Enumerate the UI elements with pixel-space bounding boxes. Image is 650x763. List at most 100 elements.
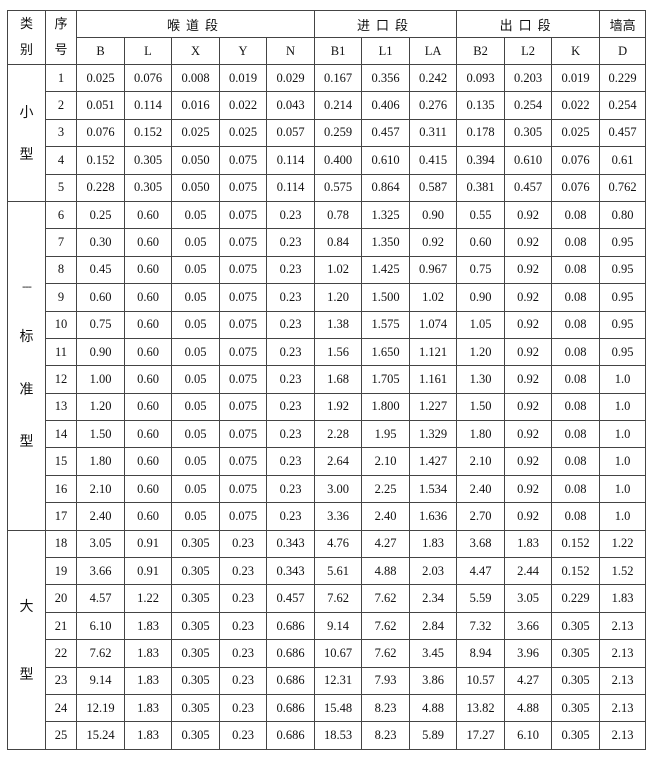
value-cell: 1.074 bbox=[409, 310, 458, 339]
value-cell: 0.08 bbox=[551, 392, 601, 422]
value-cell: 0.019 bbox=[219, 63, 267, 93]
value-cell: 0.864 bbox=[361, 173, 411, 202]
value-cell: 0.60 bbox=[124, 228, 172, 257]
value-cell: 0.05 bbox=[171, 392, 220, 422]
value-cell: 0.305 bbox=[551, 721, 601, 750]
value-cell: 0.305 bbox=[171, 693, 220, 723]
value-cell: 0.95 bbox=[599, 228, 647, 257]
value-cell: 0.114 bbox=[124, 91, 172, 120]
value-cell: 0.043 bbox=[265, 91, 316, 120]
value-cell: 0.23 bbox=[265, 392, 316, 422]
value-cell: 0.05 bbox=[171, 255, 220, 285]
value-cell: 0.95 bbox=[599, 337, 647, 367]
value-cell: 4.88 bbox=[409, 693, 458, 723]
value-cell: 3.96 bbox=[504, 639, 553, 668]
value-cell: 1.121 bbox=[409, 337, 458, 367]
value-cell: 0.95 bbox=[599, 283, 647, 312]
row-index-cell: 7 bbox=[45, 228, 77, 257]
value-cell: 0.05 bbox=[171, 337, 220, 367]
value-cell: 1.83 bbox=[124, 611, 172, 641]
value-cell: 15.24 bbox=[76, 721, 125, 750]
value-cell: 0.80 bbox=[599, 200, 647, 230]
value-cell: 4.47 bbox=[456, 557, 506, 586]
value-cell: 1.83 bbox=[409, 529, 458, 559]
value-cell: 0.05 bbox=[171, 283, 220, 312]
table-body: 小型 1 0.025 0.076 0.008 0.019 0.029 0.167 0.356 0.… bbox=[7, 63, 647, 750]
column-header: Y bbox=[219, 37, 267, 65]
value-cell: 0.60 bbox=[124, 365, 172, 394]
value-cell: 2.03 bbox=[409, 557, 458, 586]
value-cell: 1.00 bbox=[76, 365, 125, 394]
value-cell: 0.075 bbox=[219, 283, 267, 312]
value-cell: 0.305 bbox=[551, 639, 601, 668]
value-cell: 0.114 bbox=[265, 173, 316, 202]
value-cell: 0.60 bbox=[456, 228, 506, 257]
value-cell: 8.94 bbox=[456, 639, 506, 668]
value-cell: 4.27 bbox=[504, 666, 553, 695]
value-cell: 0.406 bbox=[361, 91, 411, 120]
value-cell: 0.025 bbox=[76, 63, 125, 93]
table-row: 4 0.152 0.305 0.050 0.075 0.114 0.400 0.610 0.41… bbox=[8, 146, 647, 175]
value-cell: 0.60 bbox=[124, 200, 172, 230]
value-cell: 0.60 bbox=[124, 474, 172, 504]
value-cell: 0.075 bbox=[219, 228, 267, 257]
category-char: 型 bbox=[19, 666, 34, 683]
value-cell: 0.356 bbox=[361, 63, 411, 93]
table-row: 25 15.24 1.83 0.305 0.23 0.686 18.53 8.23 5.89 17… bbox=[8, 721, 647, 750]
value-cell: 1.02 bbox=[314, 255, 363, 285]
value-cell: 12.19 bbox=[76, 693, 125, 723]
value-cell: 0.075 bbox=[219, 392, 267, 422]
row-index-cell: 6 bbox=[45, 200, 77, 230]
value-cell: 0.92 bbox=[504, 337, 553, 367]
value-cell: 0.23 bbox=[265, 337, 316, 367]
row-index-cell: 5 bbox=[45, 173, 77, 202]
value-cell: 1.20 bbox=[76, 392, 125, 422]
index-header-char: 号 bbox=[54, 42, 68, 58]
value-cell: 0.75 bbox=[76, 310, 125, 339]
table-row: 8 0.45 0.60 0.05 0.075 0.23 1.02 1.425 0.967 0.75… bbox=[8, 255, 647, 285]
row-index-cell: 8 bbox=[45, 255, 77, 285]
value-cell: 0.075 bbox=[219, 474, 267, 504]
category-header-char: 别 bbox=[19, 42, 33, 58]
value-cell: 0.92 bbox=[504, 392, 553, 422]
category-char: 型 bbox=[19, 434, 34, 451]
value-cell: 0.23 bbox=[219, 584, 267, 613]
value-cell: 2.44 bbox=[504, 557, 553, 586]
value-cell: 0.967 bbox=[409, 255, 458, 285]
value-cell: 7.62 bbox=[361, 639, 411, 668]
value-cell: 3.00 bbox=[314, 474, 363, 504]
value-cell: 0.92 bbox=[504, 420, 553, 449]
row-index-cell: 16 bbox=[45, 474, 77, 504]
value-cell: 4.88 bbox=[504, 693, 553, 723]
value-cell: 12.31 bbox=[314, 666, 363, 695]
value-cell: 0.381 bbox=[456, 173, 506, 202]
value-cell: 2.64 bbox=[314, 447, 363, 476]
value-cell: 0.022 bbox=[219, 91, 267, 120]
table-row: 12 1.00 0.60 0.05 0.075 0.23 1.68 1.705 1.161 1.3… bbox=[8, 365, 647, 394]
value-cell: 0.60 bbox=[124, 283, 172, 312]
value-cell: 2.84 bbox=[409, 611, 458, 641]
value-cell: 1.427 bbox=[409, 447, 458, 476]
value-cell: 0.457 bbox=[265, 584, 316, 613]
category-header-char: 类 bbox=[19, 16, 33, 32]
value-cell: 9.14 bbox=[76, 666, 125, 695]
value-cell: 0.051 bbox=[76, 91, 125, 120]
value-cell: 0.60 bbox=[124, 337, 172, 367]
value-cell: 0.242 bbox=[409, 63, 458, 93]
value-cell: 1.705 bbox=[361, 365, 411, 394]
value-cell: 0.60 bbox=[124, 392, 172, 422]
value-cell: 0.305 bbox=[171, 666, 220, 695]
value-cell: 7.62 bbox=[76, 639, 125, 668]
value-cell: 0.228 bbox=[76, 173, 125, 202]
value-cell: 2.28 bbox=[314, 420, 363, 449]
value-cell: 0.254 bbox=[599, 91, 647, 120]
row-index-cell: 18 bbox=[45, 529, 77, 559]
value-cell: 0.05 bbox=[171, 310, 220, 339]
row-index-cell: 23 bbox=[45, 666, 77, 695]
value-cell: 1.52 bbox=[599, 557, 647, 586]
value-cell: 0.23 bbox=[265, 474, 316, 504]
value-cell: 1.0 bbox=[599, 447, 647, 476]
category-header: 类别 bbox=[7, 10, 46, 65]
value-cell: 1.350 bbox=[361, 228, 411, 257]
table-row: 2 0.051 0.114 0.016 0.022 0.043 0.214 0.406 0.27… bbox=[8, 91, 647, 120]
